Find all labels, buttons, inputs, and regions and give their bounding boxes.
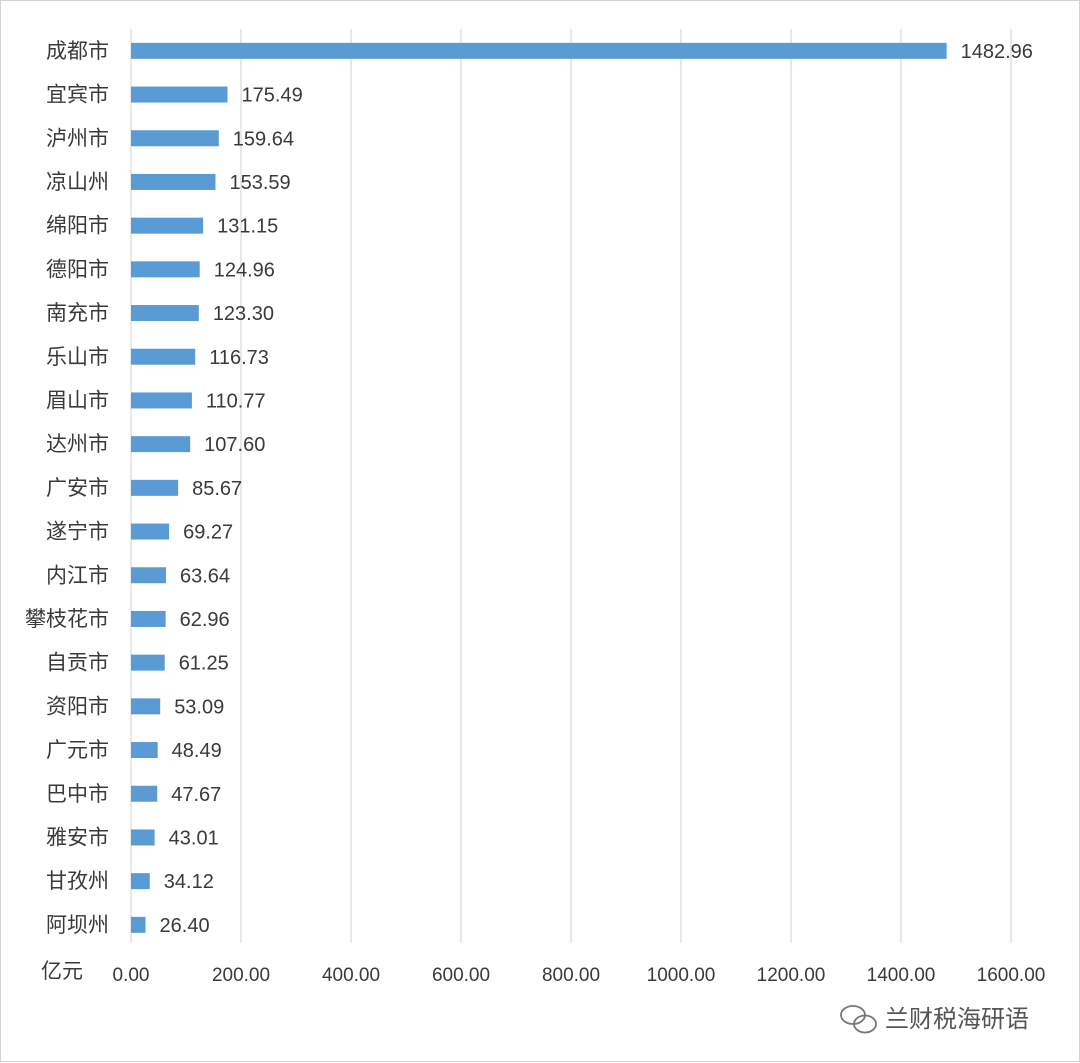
- category-label: 内江市: [46, 563, 109, 587]
- category-labels: 成都市宜宾市泸州市凉山州绵阳市德阳市南充市乐山市眉山市达州市广安市遂宁市内江市攀…: [25, 39, 109, 937]
- data-label: 26.40: [160, 915, 210, 937]
- data-label: 124.96: [214, 259, 275, 281]
- category-label: 资阳市: [46, 694, 109, 718]
- data-label: 34.12: [164, 871, 214, 893]
- x-tick-label: 600.00: [432, 965, 490, 986]
- data-label: 123.30: [213, 303, 274, 325]
- data-label: 85.67: [192, 478, 242, 500]
- data-label: 47.67: [171, 784, 221, 806]
- data-label: 53.09: [174, 696, 224, 718]
- x-tick-label: 400.00: [322, 965, 380, 986]
- data-label: 63.64: [180, 565, 230, 587]
- category-label: 泸州市: [46, 126, 109, 150]
- wechat-icon: [840, 1005, 877, 1034]
- category-label: 乐山市: [46, 345, 109, 369]
- bar: [131, 785, 158, 802]
- data-label: 43.01: [169, 827, 219, 849]
- data-label: 175.49: [242, 85, 303, 107]
- bar: [131, 42, 947, 59]
- category-label: 德阳市: [46, 257, 109, 281]
- category-label: 成都市: [46, 39, 109, 63]
- bar: [131, 523, 170, 540]
- value-labels: 1482.96 175.49 159.64 153.59 131.15 124.96 123…: [160, 41, 1033, 937]
- x-tick-label: 1200.00: [757, 965, 826, 986]
- data-label: 110.77: [206, 390, 266, 412]
- bar: [131, 261, 200, 278]
- bar: [131, 829, 155, 846]
- x-tick-label: 800.00: [542, 965, 600, 986]
- category-label: 阿坝州: [46, 913, 109, 937]
- bar: [131, 130, 219, 147]
- x-tick-label: 1000.00: [647, 965, 716, 986]
- bar: [131, 873, 150, 890]
- x-tick-label: 0.00: [113, 965, 150, 986]
- category-label: 绵阳市: [46, 214, 109, 238]
- category-label: 凉山州: [46, 170, 109, 194]
- bar: [131, 305, 199, 322]
- category-label: 甘孜州: [46, 869, 109, 893]
- x-tick-label: 1600.00: [977, 965, 1046, 986]
- watermark: 兰财税海研语: [840, 1005, 1029, 1034]
- category-label: 南充市: [46, 301, 109, 325]
- data-label: 159.64: [233, 128, 294, 150]
- bar: [131, 348, 196, 365]
- data-label: 69.27: [183, 522, 233, 544]
- bar: [131, 392, 192, 409]
- category-label: 眉山市: [46, 388, 109, 412]
- data-label: 131.15: [217, 216, 278, 238]
- category-label: 攀枝花市: [25, 607, 109, 631]
- bar: [131, 698, 161, 715]
- data-label: 61.25: [179, 653, 229, 675]
- data-label: 62.96: [180, 609, 230, 631]
- watermark-text: 兰财税海研语: [885, 1005, 1029, 1033]
- data-label: 116.73: [209, 347, 269, 369]
- bar: [131, 173, 216, 190]
- bar: [131, 567, 167, 584]
- bar: [131, 742, 158, 759]
- data-label: 48.49: [172, 740, 222, 762]
- unit-label: 亿元: [41, 959, 83, 983]
- bar: [131, 479, 179, 496]
- category-label: 遂宁市: [46, 520, 109, 544]
- data-label: 153.59: [229, 172, 290, 194]
- bar: [131, 86, 228, 103]
- category-label: 广安市: [46, 476, 109, 500]
- data-label: 107.60: [204, 434, 265, 456]
- category-label: 广元市: [46, 738, 109, 762]
- category-label: 自贡市: [46, 651, 109, 675]
- category-label: 宜宾市: [46, 83, 109, 107]
- bar: [131, 436, 191, 453]
- gridlines: [130, 29, 1012, 943]
- bar: [131, 217, 204, 234]
- x-tick-label: 1400.00: [867, 965, 936, 986]
- x-tick-label: 200.00: [212, 965, 270, 986]
- bars: [131, 42, 947, 933]
- category-label: 达州市: [46, 432, 109, 456]
- bar: [131, 654, 165, 671]
- x-axis-ticks: 0.00 200.00 400.00 600.00 800.00 1000.00 1200.…: [113, 965, 1046, 986]
- category-label: 雅安市: [46, 825, 109, 849]
- data-label: 1482.96: [961, 41, 1033, 63]
- category-label: 巴中市: [46, 782, 109, 806]
- bar: [131, 610, 166, 627]
- bar: [131, 916, 146, 933]
